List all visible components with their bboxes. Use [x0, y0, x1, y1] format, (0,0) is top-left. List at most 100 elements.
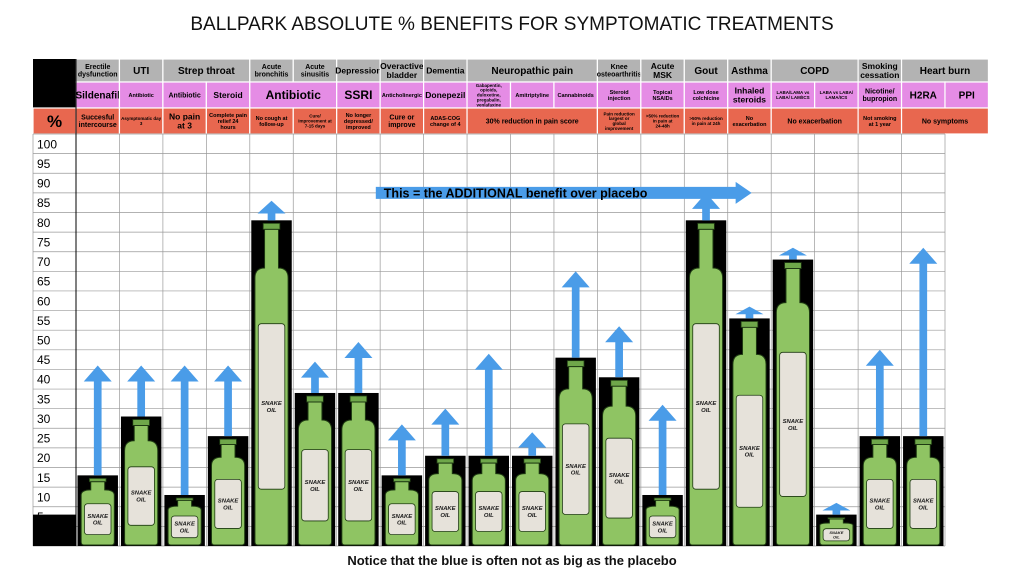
benefit-arrow: [387, 424, 416, 476]
bottle-label-text: SNAKE: [261, 401, 283, 407]
bottle-label-text: OIL: [875, 505, 885, 511]
bottle-label-text: SNAKE: [478, 506, 500, 512]
treatment-header-cell: [857, 81, 903, 109]
benefit-arrow: [735, 306, 764, 319]
treatment-header-cell: [900, 81, 946, 109]
treatment-header-label: Inhaled steroids: [733, 85, 766, 104]
treatment-header-label: PPI: [959, 91, 975, 102]
bottle-label-text: OIL: [267, 408, 277, 414]
outcome-header-label: No pain at 3: [169, 111, 200, 130]
bottle-label-text: OIL: [93, 521, 103, 527]
outcome-header-label: Complete pain relief 24 hours: [209, 113, 248, 131]
treatment-header-cell: [118, 81, 164, 109]
condition-header-label: Heart burn: [920, 66, 971, 77]
treatment-header-label: Gabapentin, opioids, duloxetine, pregabalin…: [476, 83, 502, 107]
outcome-header-label: No exacerbation: [733, 116, 768, 128]
condition-header-label: Depression: [335, 65, 381, 75]
treatment-header-cell: [553, 81, 599, 109]
outcome-header-label: Pain reduction largest or global improvemen…: [603, 111, 635, 131]
bottle-label: [344, 449, 373, 522]
condition-header-label: Overactive bladder: [380, 61, 424, 80]
treatment-header-label: Antibiotic: [128, 93, 153, 99]
treatment-header-cell: [249, 81, 338, 109]
outcome-header-label: >50% reduction in pain at 24h: [689, 116, 723, 126]
outcome-header-label: No exacerbation: [787, 118, 841, 125]
benefit-arrow: [170, 365, 199, 495]
benefit-arrow: [257, 200, 286, 221]
y-tick-label: 50: [37, 334, 51, 348]
bottle-label-text: OIL: [180, 528, 190, 534]
condition-header-label: Neuropathic pain: [491, 66, 573, 77]
treatment-header-label: Cannabinoids: [557, 93, 593, 99]
condition-header-label: Strep throat: [178, 66, 235, 77]
benefit-arrow: [822, 502, 851, 515]
y-tick-label: 20: [37, 451, 51, 465]
bottle-label: [84, 503, 112, 536]
y-axis-label: %: [47, 112, 62, 131]
condition-header-label: Gout: [694, 66, 718, 77]
bottle-label-text: OIL: [701, 408, 711, 414]
outcome-header-label: >50% reduction in pain at 24-48h: [646, 114, 680, 129]
bottle-label: [779, 351, 807, 497]
bottle-cap: [914, 438, 933, 445]
benefit-arrow: [518, 432, 547, 456]
outcome-header-label: No symptoms: [922, 118, 968, 125]
outcome-header-label: Cure or improve: [388, 115, 415, 130]
y-tick-label: 95: [37, 157, 51, 171]
treatment-header-label: Antibiotic: [266, 88, 322, 102]
outcome-header-label: ADAS-COG change of 4: [430, 116, 462, 128]
y-tick-label: 60: [37, 294, 51, 308]
bottle-label-text: SNAKE: [829, 530, 843, 535]
bottle-label-text: OIL: [397, 521, 407, 527]
y-tick-label: 45: [37, 353, 51, 367]
annotation-arrow: [375, 181, 752, 204]
treatment-header-cell: [336, 81, 381, 109]
bottle-cap: [784, 262, 802, 269]
bottle-label-text: SNAKE: [131, 491, 153, 497]
y-tick-label: 90: [37, 177, 51, 191]
y-tick-label: 70: [37, 255, 51, 269]
bottle-cap: [262, 222, 281, 230]
y-tick-label: 75: [37, 235, 51, 249]
benefit-arrow: [83, 365, 112, 476]
annotation-text: This = the ADDITIONAL benefit over place…: [384, 186, 648, 200]
bottle-label: [127, 466, 155, 526]
treatment-header-label: Nicotine/bupropion: [863, 89, 898, 104]
benefit-arrow: [561, 271, 590, 358]
bottle-cap: [523, 458, 541, 464]
benefit-arrow: [692, 192, 721, 221]
bottle-label-text: OIL: [658, 528, 668, 534]
y-tick-label: 100: [37, 137, 57, 151]
condition-header-label: Erectile dysfunction: [78, 64, 118, 79]
bottle-cap: [740, 321, 759, 328]
bottle-label-text: OIL: [614, 480, 624, 486]
bottle-label-text: OIL: [484, 513, 494, 519]
outcome-header-label: Cure/improvement at 7-15 days: [298, 114, 332, 129]
bottle-label: [822, 528, 851, 542]
bottle-cap: [610, 379, 628, 387]
condition-header-label: Asthma: [731, 66, 768, 77]
y-tick-label: 30: [37, 412, 51, 426]
bottle-cap: [219, 438, 237, 445]
bottle-label: [170, 515, 199, 539]
bottle-label-text: SNAKE: [870, 499, 892, 505]
treatment-header-label: SSRI: [344, 88, 372, 102]
bottle-label-text: SNAKE: [696, 401, 718, 407]
treatment-header-label: Sildenafil: [75, 91, 120, 102]
bottle-label: [388, 503, 416, 536]
treatment-header-cell: [727, 81, 772, 109]
bottle-cap: [436, 458, 455, 464]
treatment-header-label: Anticholinergic: [382, 93, 422, 99]
bottle-label: [518, 491, 546, 532]
benefit-arrow: [127, 365, 156, 417]
